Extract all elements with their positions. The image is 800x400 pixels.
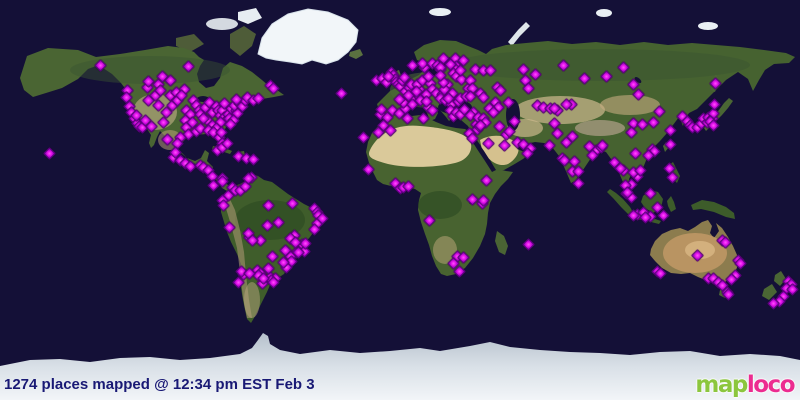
sumatra: [607, 189, 634, 215]
place-marker: [635, 117, 649, 131]
map-caption: 1274 places mapped @ 12:34 pm EST Feb 3: [4, 376, 315, 393]
greenland: [257, 8, 359, 65]
place-marker: [643, 186, 657, 200]
new-zealand-south: [762, 284, 777, 300]
place-marker: [663, 137, 677, 151]
antarctica: [0, 333, 800, 400]
place-marker: [334, 86, 348, 100]
place-marker: [93, 58, 107, 72]
place-marker: [479, 173, 493, 187]
baffin-island: [230, 26, 256, 56]
sahara-desert: [368, 125, 472, 167]
new-guinea: [691, 200, 735, 219]
place-marker: [652, 104, 666, 118]
place-marker: [497, 138, 511, 152]
place-marker: [260, 218, 274, 232]
place-marker: [356, 130, 370, 144]
place-marker: [405, 58, 419, 72]
place-marker: [616, 60, 630, 74]
place-marker: [181, 59, 195, 73]
novaya-zemlya: [508, 22, 530, 46]
place-marker: [577, 71, 591, 85]
place-marker: [271, 215, 285, 229]
iceland: [349, 49, 363, 59]
congo-forest: [418, 191, 462, 219]
madagascar: [495, 231, 508, 255]
logo-text-map: map: [695, 372, 748, 398]
maploco-logo[interactable]: maploco: [695, 372, 796, 398]
tibet-plateau: [575, 120, 625, 136]
place-marker: [265, 249, 279, 263]
place-marker: [628, 146, 642, 160]
gobi-desert: [600, 95, 660, 115]
logo-text-loco: loco: [746, 372, 796, 398]
lake-baikal: [634, 77, 642, 83]
place-marker: [481, 136, 495, 150]
place-marker: [361, 162, 375, 176]
new-siberian-islands: [698, 22, 718, 30]
victoria-island: [176, 34, 204, 52]
place-marker: [556, 58, 570, 72]
red-sea: [470, 133, 496, 172]
place-marker: [222, 220, 236, 234]
severnaya-zemlya: [596, 9, 612, 17]
svalbard: [429, 8, 451, 16]
place-marker: [285, 196, 299, 210]
place-marker: [690, 248, 704, 262]
place-marker: [516, 62, 530, 76]
place-marker: [663, 123, 677, 137]
place-marker: [521, 237, 535, 251]
place-marker: [708, 76, 722, 90]
ellesmere-island: [238, 8, 262, 24]
place-marker: [571, 176, 585, 190]
place-marker: [599, 69, 613, 83]
patagonia: [244, 282, 260, 318]
place-marker: [261, 198, 275, 212]
place-marker: [422, 213, 436, 227]
amazon-forest: [235, 200, 305, 240]
place-marker: [707, 97, 721, 111]
arctic-ice-patch: [206, 18, 238, 30]
place-marker: [542, 138, 556, 152]
place-marker: [646, 115, 660, 129]
sulawesi: [667, 196, 676, 212]
place-marker: [42, 146, 56, 160]
